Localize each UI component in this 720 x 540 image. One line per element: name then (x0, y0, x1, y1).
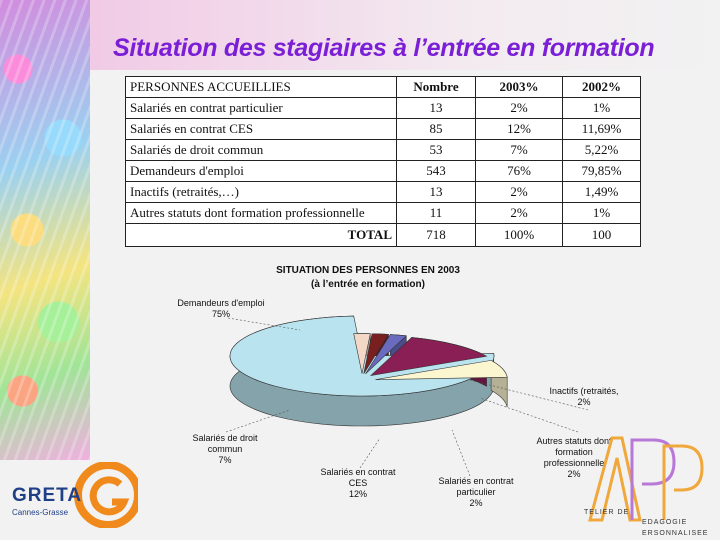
table-cell: Salariés en contrat CES (125, 118, 397, 140)
app-line-3: ERSONNALISEE (642, 530, 709, 537)
table-row: Demandeurs d'emploi 543 76% 79,85% (125, 160, 641, 182)
decorative-side-art (0, 0, 90, 460)
slice-label-text: professionnelle (543, 458, 605, 468)
table-row: Salariés en contrat CES 85 12% 11,69% (125, 118, 641, 140)
label-leader-line (227, 317, 301, 331)
slice-label-text: particulier (456, 487, 496, 497)
total-cell: 718 (396, 223, 476, 247)
chart-subtitle: (à l’entrée en formation) (311, 279, 425, 290)
statistics-table: PERSONNES ACCUEILLIES Nombre 2003% 2002%… (125, 76, 641, 247)
label-leader-line (225, 409, 291, 433)
chart-title-block: SITUATION DES PERSONNES EN 2003 (à l’ent… (228, 264, 508, 292)
pie-slice (363, 333, 390, 374)
chart-title: SITUATION DES PERSONNES EN 2003 (276, 265, 460, 276)
table-total-row: TOTAL 718 100% 100 (125, 223, 641, 247)
greta-subtitle: Cannes-Grasse (12, 508, 69, 517)
greta-wordmark: GRETA (12, 485, 83, 506)
column-header: 2002% (562, 76, 641, 98)
slice-label-value: 2% (577, 397, 591, 407)
pie-slice (375, 360, 508, 380)
table-row: Salariés en contrat particulier 13 2% 1% (125, 97, 641, 119)
column-header: 2003% (475, 76, 563, 98)
label-leader-line (359, 437, 381, 469)
table-cell: 85 (396, 118, 476, 140)
slice-label-text: CES (348, 478, 368, 488)
slice-label-text: Autres statuts dont (536, 436, 612, 446)
slice-label-text: Salariés en contrat (320, 467, 396, 477)
table-row: Salariés de droit commun 53 7% 5,22% (125, 139, 641, 161)
slice-label-value: 2% (469, 498, 483, 508)
total-cell: 100% (475, 223, 563, 247)
app-line-1: TELIER DE (584, 509, 630, 516)
slice-label-inactifs: Inactifs (retraités, 2% (538, 386, 630, 408)
slice-label-text: Inactifs (retraités, (549, 386, 619, 396)
app-letter-a-icon (588, 436, 642, 522)
slice-label-value: 75% (211, 309, 230, 319)
slice-label-text: commun (207, 444, 243, 454)
total-cell: 100 (562, 223, 641, 247)
label-leader-line (451, 429, 471, 477)
decorative-header-band (90, 0, 720, 70)
slice-label-text: Demandeurs d'emploi (177, 298, 265, 308)
slice-label-value: 7% (218, 455, 232, 465)
label-leader-line (469, 379, 589, 411)
slice-label-text: formation (555, 447, 593, 457)
app-logo (588, 436, 704, 522)
table-cell: 12% (475, 118, 563, 140)
table-cell: Autres statuts dont formation profession… (125, 202, 397, 224)
slice-label-droit: Salariés de droit commun 7% (182, 433, 268, 466)
slice-label-value: 2% (567, 469, 581, 479)
pie-slice (369, 337, 488, 376)
pie-slice (353, 333, 371, 374)
pie-slice (365, 334, 407, 375)
slice-label-particulier: Salariés en contrat particulier 2% (428, 476, 524, 509)
table-cell: 2% (475, 97, 563, 119)
total-label: TOTAL (125, 223, 397, 247)
greta-g-icon (89, 476, 130, 516)
slice-label-demandeurs: Demandeurs d'emploi 75% (166, 298, 276, 320)
greta-logo (74, 462, 138, 528)
table-cell: 76% (475, 160, 563, 182)
table-cell: Inactifs (retraités,…) (125, 181, 397, 203)
column-header: Nombre (396, 76, 476, 98)
table-cell: 1% (562, 97, 641, 119)
slice-label-autres: Autres statuts dont formation profession… (526, 436, 622, 480)
table-header-row: PERSONNES ACCUEILLIES Nombre 2003% 2002% (125, 76, 641, 98)
slice-label-ces: Salariés en contrat CES 12% (312, 467, 404, 500)
slice-label-text: Salariés de droit (192, 433, 258, 443)
app-line-2: EDAGOGIE (642, 519, 688, 526)
app-letter-p-icon (630, 438, 676, 520)
slice-label-value: 12% (348, 489, 367, 499)
app-letter-p2-icon (662, 444, 704, 520)
column-header: PERSONNES ACCUEILLIES (125, 76, 397, 98)
table-cell: Salariés en contrat particulier (125, 97, 397, 119)
slide-title: Situation des stagiaires à l’entrée en f… (113, 34, 655, 62)
label-leader-line (479, 397, 579, 433)
greta-ring-icon (74, 462, 138, 528)
table-cell: 11,69% (562, 118, 641, 140)
slice-label-text: Salariés en contrat (438, 476, 514, 486)
